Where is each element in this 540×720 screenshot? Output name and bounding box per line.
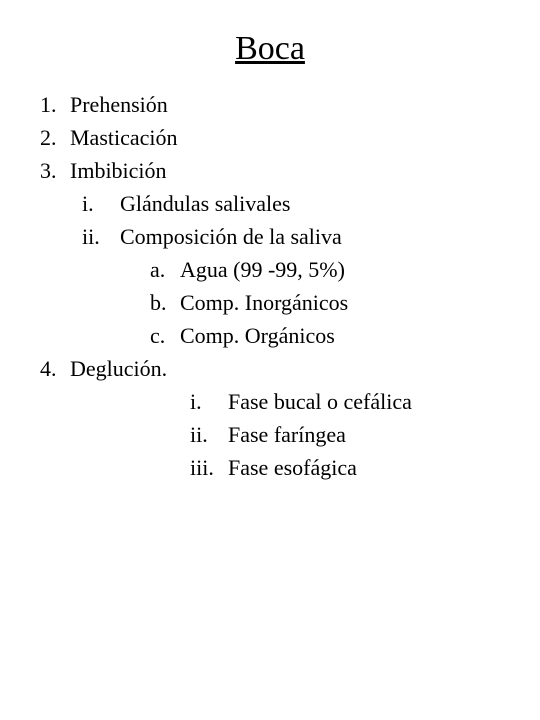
list-item: a. Agua (99 -99, 5%) [40, 253, 500, 286]
item-text: Masticación [70, 121, 178, 154]
item-marker: i. [82, 187, 120, 220]
item-text: Fase esofágica [228, 451, 357, 484]
item-text: Agua (99 -99, 5%) [180, 253, 345, 286]
item-text: Comp. Orgánicos [180, 319, 335, 352]
list-item: 4. Deglución. [40, 352, 500, 385]
item-marker: c. [150, 319, 180, 352]
item-marker: 1. [40, 88, 70, 121]
list-item: i. Fase bucal o cefálica [40, 385, 500, 418]
page-title: Boca [40, 30, 500, 68]
item-text: Composición de la saliva [120, 220, 342, 253]
item-marker: 2. [40, 121, 70, 154]
list-item: ii. Composición de la saliva [40, 220, 500, 253]
item-marker: ii. [190, 418, 228, 451]
item-marker: 4. [40, 352, 70, 385]
item-marker: a. [150, 253, 180, 286]
item-text: Deglución. [70, 352, 167, 385]
list-item: 1. Prehensión [40, 88, 500, 121]
outline-list: 1. Prehensión 2. Masticación 3. Imbibici… [40, 88, 500, 484]
item-marker: i. [190, 385, 228, 418]
list-item: b. Comp. Inorgánicos [40, 286, 500, 319]
item-marker: b. [150, 286, 180, 319]
list-item: iii. Fase esofágica [40, 451, 500, 484]
item-marker: 3. [40, 154, 70, 187]
item-text: Glándulas salivales [120, 187, 290, 220]
list-item: ii. Fase faríngea [40, 418, 500, 451]
item-text: Imbibición [70, 154, 167, 187]
list-item: 3. Imbibición [40, 154, 500, 187]
list-item: i. Glándulas salivales [40, 187, 500, 220]
item-text: Fase bucal o cefálica [228, 385, 412, 418]
item-marker: ii. [82, 220, 120, 253]
item-text: Prehensión [70, 88, 168, 121]
item-marker: iii. [190, 451, 228, 484]
list-item: 2. Masticación [40, 121, 500, 154]
item-text: Comp. Inorgánicos [180, 286, 348, 319]
list-item: c. Comp. Orgánicos [40, 319, 500, 352]
item-text: Fase faríngea [228, 418, 346, 451]
